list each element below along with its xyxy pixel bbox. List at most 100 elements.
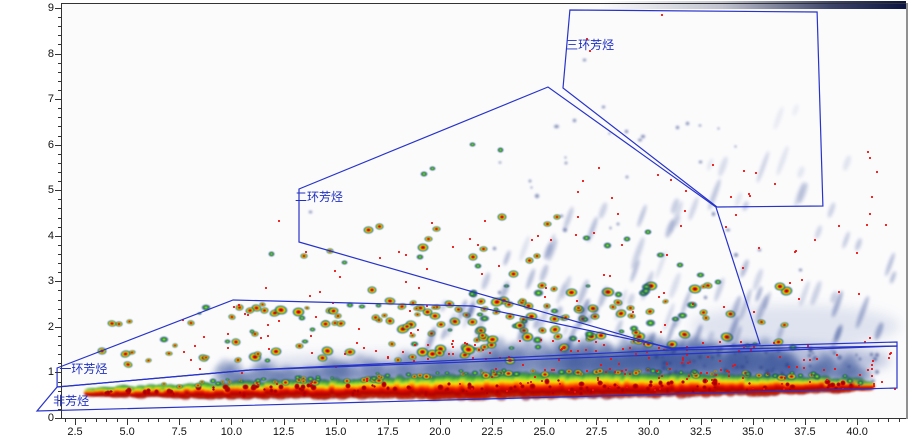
peak-marker-dot bbox=[645, 351, 648, 354]
navy-speck bbox=[734, 364, 740, 369]
peak-marker-dot bbox=[233, 306, 236, 308]
band-bump bbox=[754, 372, 763, 379]
band-fringe bbox=[254, 377, 263, 384]
band-haze bbox=[337, 363, 353, 383]
peak-marker-dot bbox=[752, 386, 755, 389]
x-tick-minor bbox=[252, 419, 254, 422]
peak-marker-dot bbox=[426, 267, 429, 270]
peak-marker-dot bbox=[598, 167, 601, 170]
x-tick-major bbox=[700, 419, 702, 425]
band-fringe bbox=[677, 370, 685, 375]
peak-marker-dot bbox=[506, 389, 508, 392]
navy-speck bbox=[739, 364, 746, 371]
band-bump bbox=[342, 377, 352, 384]
peak-blob bbox=[622, 235, 631, 242]
peak-marker-dot bbox=[682, 359, 684, 362]
y-tick-minor bbox=[58, 89, 61, 91]
peak-blob bbox=[714, 278, 722, 285]
peak-marker-dot bbox=[685, 378, 688, 381]
peak-marker-dot bbox=[366, 378, 369, 381]
peak-marker-dot bbox=[530, 380, 532, 383]
band-bump bbox=[280, 379, 290, 386]
band-speckle bbox=[632, 383, 639, 390]
peak-marker-dot bbox=[680, 361, 683, 364]
y-tick-minor bbox=[58, 126, 61, 128]
peak-marker-dot bbox=[871, 364, 874, 367]
peak-marker-dot bbox=[561, 348, 564, 351]
y-tick-minor bbox=[58, 263, 61, 265]
peak-marker-dot bbox=[734, 214, 737, 217]
peak-blob bbox=[375, 222, 385, 230]
peak-marker-dot bbox=[519, 339, 522, 342]
peak-marker-dot bbox=[871, 196, 874, 199]
x-tick-minor bbox=[64, 419, 66, 422]
peak-marker-dot bbox=[203, 336, 206, 339]
peak-marker-dot bbox=[871, 374, 874, 377]
peak-blob bbox=[416, 242, 429, 252]
peak-marker-dot bbox=[318, 290, 321, 293]
peak-marker-dot bbox=[447, 353, 450, 355]
band-haze bbox=[797, 369, 813, 380]
band-fringe bbox=[225, 378, 230, 382]
x-tick-label: 40.0 bbox=[846, 426, 868, 438]
navy-speck bbox=[733, 352, 738, 357]
band-speckle bbox=[848, 383, 854, 388]
band-speckle bbox=[385, 386, 391, 391]
y-tick-minor bbox=[58, 381, 61, 383]
band-haze bbox=[817, 352, 833, 381]
band-fringe bbox=[306, 375, 315, 382]
top-signal-gradient bbox=[600, 1, 906, 9]
peak-marker-dot bbox=[642, 342, 645, 345]
y-tick-minor bbox=[58, 345, 61, 347]
band-speckle bbox=[789, 384, 796, 391]
band-speckle bbox=[297, 386, 302, 391]
scatter-blob bbox=[410, 340, 419, 347]
navy-speck bbox=[639, 133, 646, 140]
scatter-blob bbox=[520, 319, 528, 325]
y-tick-minor bbox=[58, 117, 61, 119]
peak-marker-dot bbox=[471, 387, 474, 390]
x-tick-minor bbox=[356, 419, 358, 422]
band-speckle bbox=[829, 381, 836, 389]
peak-marker-dot bbox=[409, 309, 412, 312]
band-bump bbox=[376, 374, 383, 379]
peak-marker-dot bbox=[711, 378, 714, 381]
navy-speck bbox=[710, 211, 717, 217]
band-speckle bbox=[349, 390, 357, 398]
band-bump bbox=[577, 371, 585, 377]
peak-marker-dot bbox=[754, 171, 757, 174]
band-bump bbox=[299, 379, 308, 385]
y-tick-major bbox=[55, 144, 61, 146]
x-tick-minor bbox=[731, 419, 733, 422]
y-tick-label: 4 bbox=[47, 229, 54, 242]
band-speckle bbox=[577, 386, 584, 393]
band-haze bbox=[447, 359, 463, 378]
x-tick-minor bbox=[346, 419, 348, 422]
band-fringe bbox=[457, 369, 464, 374]
peak-blob bbox=[582, 58, 588, 62]
x-tick-minor bbox=[523, 419, 525, 422]
peak-marker-dot bbox=[858, 384, 861, 387]
band-bump bbox=[776, 374, 787, 382]
peak-marker-dot bbox=[838, 291, 841, 294]
band-speckle bbox=[747, 381, 751, 385]
peak-marker-dot bbox=[835, 353, 838, 356]
navy-speck bbox=[661, 359, 668, 366]
band-bump bbox=[161, 382, 168, 387]
x-tick-major bbox=[231, 419, 233, 425]
x-tick-minor bbox=[773, 419, 775, 422]
peak-blob bbox=[533, 252, 541, 259]
peak-marker-dot bbox=[653, 389, 656, 392]
peak-marker-dot bbox=[707, 356, 710, 359]
navy-speck bbox=[836, 354, 843, 361]
band-fringe bbox=[329, 376, 335, 380]
x-tick-label: 12.5 bbox=[272, 426, 295, 438]
scatter-blob bbox=[224, 339, 231, 344]
band-speckle bbox=[494, 388, 501, 396]
navy-speck bbox=[873, 351, 881, 359]
peak-marker-dot bbox=[604, 371, 607, 374]
band-bump bbox=[614, 369, 622, 376]
region-polygon-mono bbox=[56, 299, 898, 388]
peak-marker-dot bbox=[701, 341, 704, 344]
scatter-blob bbox=[583, 329, 596, 339]
